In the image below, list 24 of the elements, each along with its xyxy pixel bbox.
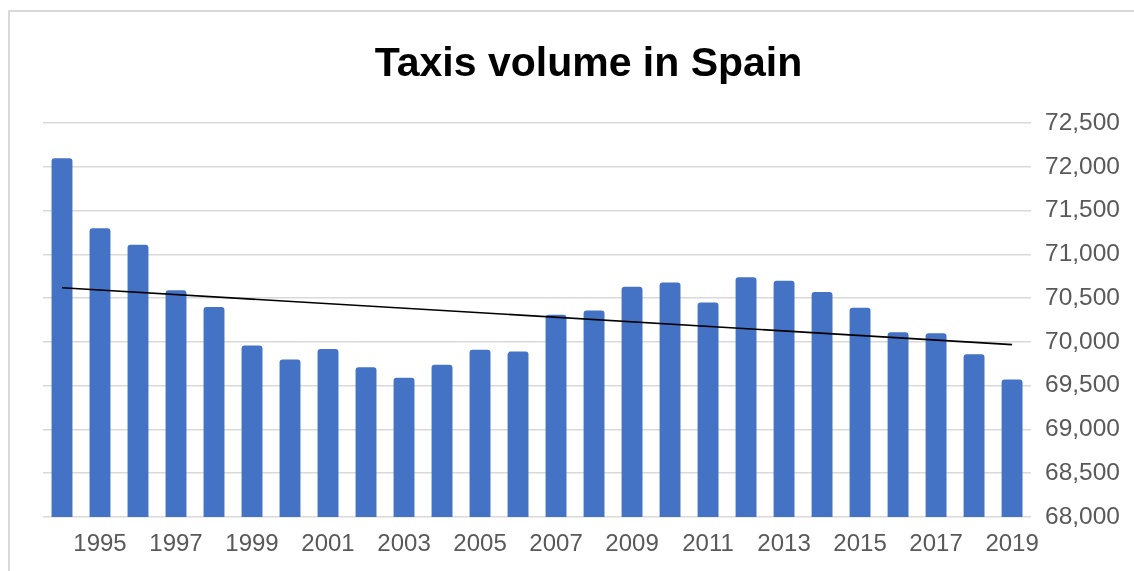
x-tick-label: 1999 — [225, 528, 279, 556]
x-tick-label: 2019 — [985, 528, 1039, 556]
y-tick-label: 70,000 — [1045, 326, 1120, 354]
y-tick-label: 70,500 — [1045, 282, 1120, 310]
chart-title: Taxis volume in Spain — [374, 38, 803, 85]
x-tick-label: 2001 — [301, 528, 355, 556]
y-tick-label: 71,000 — [1045, 239, 1120, 267]
x-tick-label: 2007 — [529, 528, 583, 556]
y-tick-label: 72,000 — [1045, 151, 1120, 179]
x-tick-label: 2017 — [909, 528, 963, 556]
x-tick-label: 2009 — [605, 528, 659, 556]
y-tick-label: 68,000 — [1045, 501, 1120, 529]
x-tick-label: 1997 — [149, 528, 203, 556]
x-tick-label: 2011 — [682, 528, 734, 556]
x-tick-label: 2003 — [377, 528, 431, 556]
x-tick-label: 2015 — [833, 528, 887, 556]
y-tick-label: 68,500 — [1045, 457, 1120, 485]
y-tick-label: 69,000 — [1045, 414, 1120, 442]
y-tick-label: 72,500 — [1045, 107, 1120, 135]
y-tick-label: 69,500 — [1045, 370, 1120, 398]
x-tick-label: 2005 — [453, 528, 507, 556]
x-tick-label: 1995 — [73, 528, 127, 556]
y-tick-label: 71,500 — [1045, 195, 1120, 223]
x-tick-label: 2013 — [757, 528, 811, 556]
